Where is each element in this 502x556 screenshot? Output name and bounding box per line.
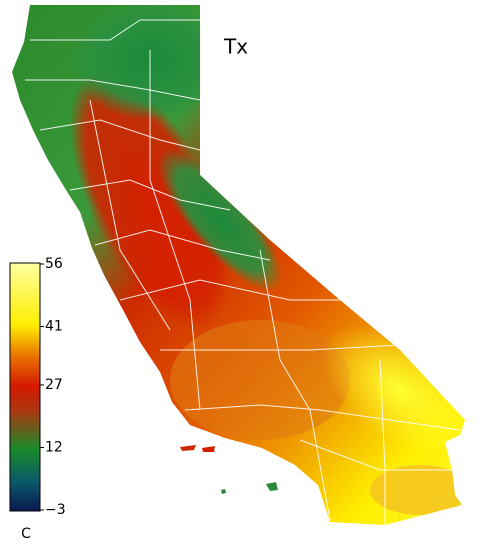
colorbar — [9, 262, 41, 512]
colorbar-tick-label: 12 — [45, 439, 63, 455]
colorbar-tick-label: 56 — [45, 256, 63, 272]
colorbar-tick-label: 27 — [45, 377, 63, 393]
colorbar-tick-label: −3 — [45, 502, 66, 518]
island — [180, 445, 196, 451]
island — [202, 446, 215, 452]
island — [266, 482, 278, 491]
colorbar-unit: C — [21, 526, 31, 542]
colorbar-tick-label: 41 — [45, 319, 63, 335]
island — [221, 489, 226, 494]
map-title: Tx — [223, 35, 248, 59]
